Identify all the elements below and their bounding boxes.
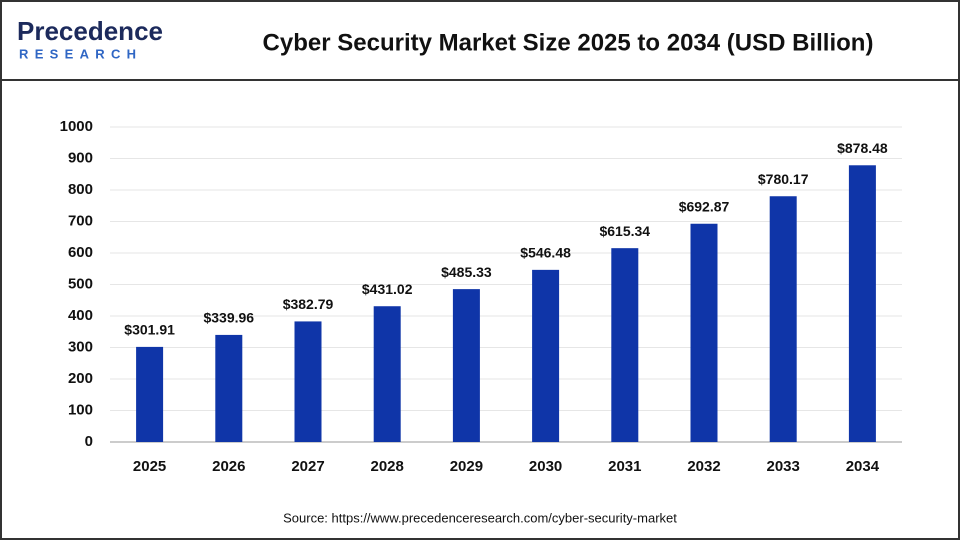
value-label: $485.33 (441, 264, 492, 280)
x-tick-label: 2030 (529, 458, 562, 475)
x-tick-label: 2025 (133, 458, 166, 475)
value-label: $878.48 (837, 140, 888, 156)
y-tick-label: 900 (68, 149, 93, 166)
x-tick-label: 2033 (767, 458, 800, 475)
y-tick-label: 200 (68, 370, 93, 387)
value-label: $780.17 (758, 171, 809, 187)
y-tick-label: 100 (68, 401, 93, 418)
bar (373, 306, 401, 442)
bar (215, 334, 243, 442)
chart-title: Cyber Security Market Size 2025 to 2034 … (263, 29, 874, 56)
y-tick-label: 800 (68, 181, 93, 198)
value-label: $615.34 (599, 223, 650, 239)
source: Source: https://www.precedenceresearch.c… (283, 510, 677, 525)
bar (611, 248, 639, 442)
logo-tagline: RESEARCH (19, 46, 142, 61)
x-tick-label: 2032 (687, 458, 720, 475)
x-tick-label: 2026 (212, 458, 245, 475)
bar (136, 346, 164, 442)
value-label: $382.79 (283, 296, 334, 312)
y-tick-label: 1000 (60, 118, 93, 135)
value-label: $692.87 (679, 198, 730, 214)
x-tick-label: 2034 (846, 458, 880, 475)
bar (848, 165, 876, 442)
logo-name: Precedence (17, 16, 163, 46)
x-tick-label: 2029 (450, 458, 483, 475)
x-tick-label: 2028 (371, 458, 404, 475)
bar (769, 196, 797, 442)
y-tick-label: 400 (68, 307, 93, 324)
bar (294, 321, 322, 442)
y-tick-label: 600 (68, 244, 93, 261)
y-tick-label: 500 (68, 275, 93, 292)
value-label: $301.91 (124, 322, 175, 338)
y-tick-label: 0 (85, 433, 93, 450)
x-tick-label: 2027 (291, 458, 324, 475)
x-tick-label: 2031 (608, 458, 641, 475)
value-label: $546.48 (520, 245, 571, 261)
y-tick-label: 300 (68, 338, 93, 355)
y-tick-label: 700 (68, 212, 93, 229)
bar (690, 223, 718, 442)
value-label: $431.02 (362, 281, 413, 297)
bar (532, 269, 560, 442)
bar (452, 289, 480, 442)
value-label: $339.96 (203, 310, 254, 326)
